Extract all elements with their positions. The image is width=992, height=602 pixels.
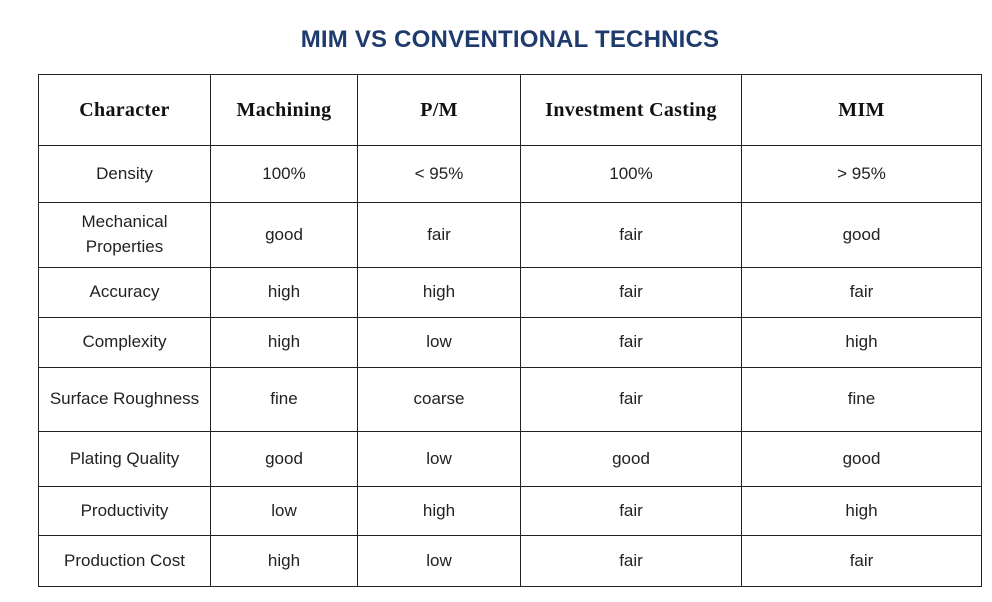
table-cell: high <box>741 486 982 536</box>
table-row: Production Cost high low fair fair <box>38 535 982 587</box>
table-cell: > 95% <box>741 145 982 203</box>
table-cell: < 95% <box>357 145 521 203</box>
table-cell: low <box>357 535 521 587</box>
table-row: Density 100% < 95% 100% > 95% <box>38 145 982 203</box>
table-cell: high <box>357 486 521 536</box>
table-cell: 100% <box>210 145 358 203</box>
table-header-row: Character Machining P/M Investment Casti… <box>38 74 982 146</box>
table-cell: fair <box>520 317 742 368</box>
table-cell: high <box>210 317 358 368</box>
table-cell: good <box>520 431 742 487</box>
table-cell: fair <box>520 535 742 587</box>
row-label: Accuracy <box>38 267 211 318</box>
table-cell: good <box>210 431 358 487</box>
header-machining: Machining <box>210 74 358 146</box>
row-label: Production Cost <box>38 535 211 587</box>
table-cell: good <box>210 202 358 268</box>
table-cell: low <box>210 486 358 536</box>
row-label: Plating Quality <box>38 431 211 487</box>
table-cell: high <box>741 317 982 368</box>
table-row: Surface Roughness fine coarse fair fine <box>38 367 982 432</box>
table-cell: good <box>741 202 982 268</box>
table-cell: fine <box>741 367 982 432</box>
table-row: Productivity low high fair high <box>38 486 982 536</box>
row-label: Productivity <box>38 486 211 536</box>
table-row: Plating Quality good low good good <box>38 431 982 487</box>
table-cell: high <box>210 267 358 318</box>
row-label: Surface Roughness <box>38 367 211 432</box>
table-cell: fair <box>520 486 742 536</box>
table-cell: fair <box>357 202 521 268</box>
row-label: Complexity <box>38 317 211 368</box>
table-cell: low <box>357 317 521 368</box>
table-cell: fair <box>741 535 982 587</box>
table-row: Accuracy high high fair fair <box>38 267 982 318</box>
header-mim: MIM <box>741 74 982 146</box>
table-cell: high <box>357 267 521 318</box>
table-row: Mechanical Properties good fair fair goo… <box>38 202 982 268</box>
row-label: Mechanical Properties <box>38 202 211 268</box>
table-cell: good <box>741 431 982 487</box>
header-character: Character <box>38 74 211 146</box>
table-cell: fair <box>520 367 742 432</box>
table-cell: fair <box>741 267 982 318</box>
page-title: MIM VS CONVENTIONAL TECHNICS <box>300 26 720 53</box>
table-row: Complexity high low fair high <box>38 317 982 368</box>
header-pm: P/M <box>357 74 521 146</box>
row-label: Density <box>38 145 211 203</box>
table-cell: low <box>357 431 521 487</box>
table-cell: fair <box>520 202 742 268</box>
table-cell: fair <box>520 267 742 318</box>
table-cell: fine <box>210 367 358 432</box>
header-investment-casting: Investment Casting <box>520 74 742 146</box>
table-cell: coarse <box>357 367 521 432</box>
table-cell: high <box>210 535 358 587</box>
table-cell: 100% <box>520 145 742 203</box>
comparison-table: Character Machining P/M Investment Casti… <box>38 74 982 587</box>
